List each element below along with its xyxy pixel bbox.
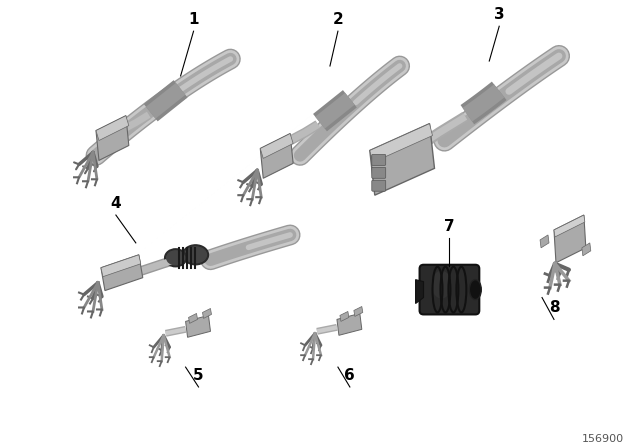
Polygon shape	[554, 215, 586, 263]
Polygon shape	[337, 314, 362, 335]
Polygon shape	[354, 306, 363, 316]
FancyBboxPatch shape	[372, 180, 386, 191]
Polygon shape	[370, 124, 435, 195]
FancyBboxPatch shape	[420, 265, 479, 314]
Ellipse shape	[164, 249, 187, 267]
Text: 5: 5	[193, 368, 204, 383]
Ellipse shape	[184, 247, 207, 263]
Text: 3: 3	[494, 7, 504, 22]
Polygon shape	[415, 280, 424, 303]
Ellipse shape	[431, 271, 451, 298]
Polygon shape	[260, 134, 293, 159]
Text: 6: 6	[344, 368, 355, 383]
Polygon shape	[202, 309, 211, 319]
Polygon shape	[101, 255, 143, 291]
Text: 8: 8	[548, 301, 559, 315]
Polygon shape	[96, 116, 129, 141]
Polygon shape	[96, 116, 129, 160]
Text: 1: 1	[188, 12, 199, 27]
Text: 4: 4	[111, 196, 121, 211]
Polygon shape	[554, 215, 585, 237]
Polygon shape	[340, 311, 349, 321]
Polygon shape	[370, 124, 433, 162]
Polygon shape	[260, 134, 293, 178]
Text: 2: 2	[333, 12, 343, 27]
Polygon shape	[189, 314, 198, 323]
Ellipse shape	[182, 245, 209, 265]
Polygon shape	[101, 255, 141, 277]
Polygon shape	[582, 243, 591, 256]
Text: 156900: 156900	[582, 434, 623, 444]
Text: 7: 7	[444, 219, 455, 234]
Polygon shape	[540, 235, 549, 248]
FancyBboxPatch shape	[372, 168, 386, 178]
FancyBboxPatch shape	[372, 155, 386, 165]
Ellipse shape	[166, 251, 184, 265]
Ellipse shape	[469, 280, 481, 300]
Polygon shape	[186, 315, 211, 337]
